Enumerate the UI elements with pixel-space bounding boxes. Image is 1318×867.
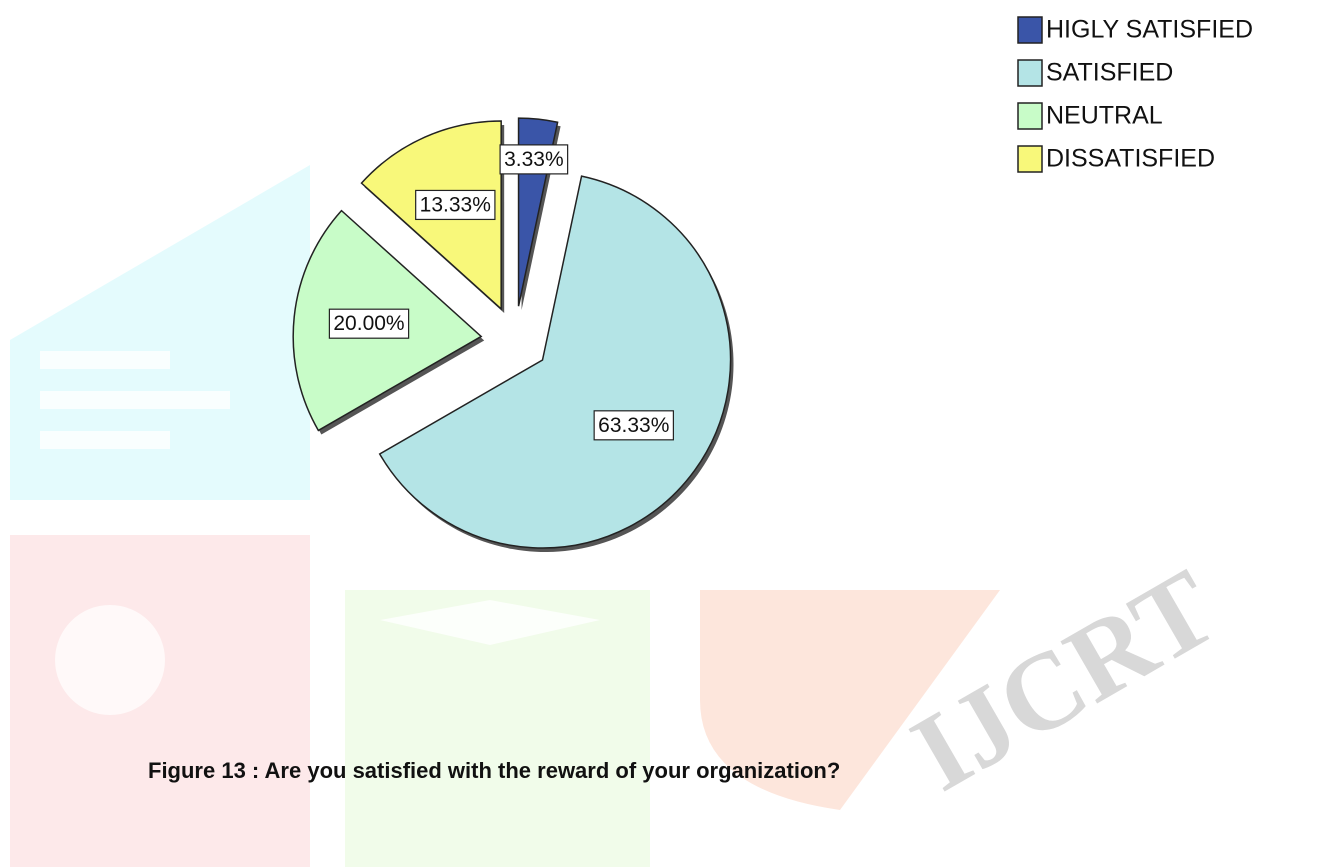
caption: Figure 13 : Are you satisfied with the r… [148,758,840,783]
legend-label: SATISFIED [1046,59,1173,87]
data-label: 63.33% [598,414,669,437]
data-label: 20.00% [333,312,404,335]
data-label-box [593,410,674,441]
legend-swatch [1017,59,1043,87]
data-label: 13.33% [420,193,491,216]
watermark-shapes [10,165,1000,867]
data-label-box [499,144,569,175]
watermark: IJCRT [892,545,1235,814]
legend-label: HIGLY SATISFIED [1046,16,1253,44]
data-label-box [328,308,410,339]
data-label: 3.33% [504,148,564,171]
legend-swatch [1017,102,1043,130]
data-label-box [415,189,496,221]
legend-swatch [1017,145,1043,173]
slice [378,175,732,549]
legend-swatch [1017,16,1043,44]
legend-label: NEUTRAL [1046,102,1163,130]
legend-label: DISSATISFIED [1046,145,1215,173]
